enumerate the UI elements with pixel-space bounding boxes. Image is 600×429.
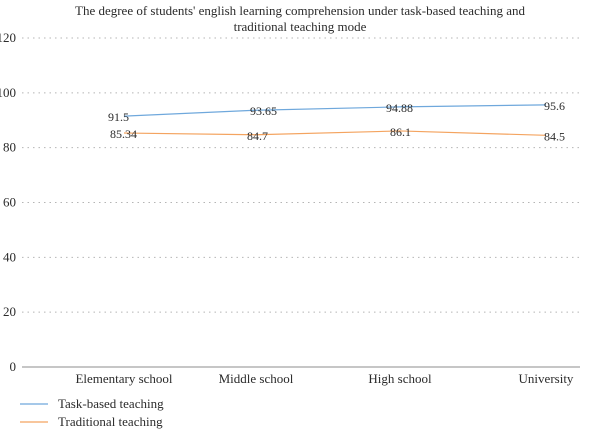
- y-tick-label-20: 20: [3, 304, 16, 319]
- axes: 0 20 40 60 80 100 120 Elementary school Middle s…: [0, 30, 580, 386]
- data-labels: 91.5 93.65 94.88 95.6 85.34 84.7 86.1 84.5: [108, 99, 565, 143]
- x-tick-label-0: Elementary school: [75, 371, 172, 386]
- y-tick-label-80: 80: [3, 140, 16, 155]
- data-label-s0-0: 91.5: [108, 110, 129, 124]
- data-label-s0-3: 95.6: [544, 99, 565, 113]
- data-label-s1-2: 86.1: [390, 125, 411, 139]
- y-tick-label-0: 0: [10, 359, 17, 374]
- data-label-s1-1: 84.7: [247, 129, 268, 143]
- series-line-1: [123, 130, 547, 136]
- legend-label-1: Traditional teaching: [58, 414, 163, 429]
- data-label-s1-3: 84.5: [544, 129, 565, 143]
- y-tick-label-120: 120: [0, 30, 16, 45]
- legend: Task-based teaching Traditional teaching: [20, 396, 164, 429]
- data-label-s1-0: 85.34: [110, 127, 137, 141]
- series-line-0: [123, 104, 547, 117]
- gridlines: [22, 37, 580, 313]
- chart-title: The degree of students' english learning…: [0, 3, 600, 35]
- x-tick-label-2: High school: [368, 371, 432, 386]
- chart-title-line-1: The degree of students' english learning…: [75, 3, 525, 18]
- chart-title-line-2: traditional teaching mode: [233, 19, 367, 34]
- data-label-s0-2: 94.88: [386, 101, 413, 115]
- series-lines: [123, 104, 547, 136]
- x-tick-label-1: Middle school: [219, 371, 294, 386]
- y-tick-label-40: 40: [3, 249, 16, 264]
- x-tick-label-3: University: [519, 371, 574, 386]
- data-label-s0-1: 93.65: [250, 104, 277, 118]
- y-tick-label-60: 60: [3, 195, 16, 210]
- y-tick-label-100: 100: [0, 85, 16, 100]
- legend-label-0: Task-based teaching: [58, 396, 164, 411]
